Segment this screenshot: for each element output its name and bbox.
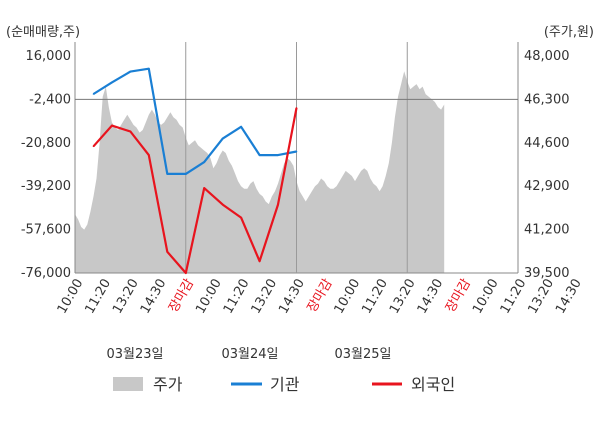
left-tick-label: -39,200: [21, 179, 71, 194]
x-tick-label: 13:20: [525, 277, 557, 317]
series-point-foreigner: [240, 216, 242, 219]
series-point-institution: [92, 93, 95, 95]
date-label: 03월24일: [221, 347, 278, 362]
legend-label-foreigner: 외국인: [411, 375, 455, 394]
right-tick-label: 42,900: [524, 179, 570, 194]
left-tick-label: -76,000: [21, 266, 71, 281]
series-point-foreigner: [185, 272, 187, 274]
x-tick-label: 13:20: [249, 277, 281, 317]
left-tick-label: -2,400: [29, 92, 71, 107]
series-point-institution: [277, 154, 279, 156]
left-tick-label: -20,800: [21, 136, 71, 151]
series-point-institution: [111, 81, 113, 84]
price-area: [75, 71, 445, 273]
right-tick-label: 39,500: [524, 266, 570, 281]
x-tick-label: 14:30: [553, 277, 585, 317]
series-point-foreigner: [129, 130, 132, 133]
x-tick-label: 10:00: [470, 277, 502, 317]
series-point-foreigner: [148, 154, 150, 156]
x-tick-label: 10:00: [55, 277, 87, 317]
date-label: 03월23일: [106, 347, 163, 362]
x-tick-label: 10:00: [193, 277, 225, 317]
series-point-foreigner: [111, 124, 113, 127]
date-label: 03월25일: [334, 347, 391, 362]
x-tick-label: 14:30: [415, 277, 447, 317]
x-tick-label: 11:20: [82, 277, 114, 317]
left-axis-unit: (순매매량,주): [6, 25, 80, 40]
right-tick-label: 46,300: [524, 92, 570, 107]
series-point-foreigner: [166, 251, 169, 253]
series-point-institution: [258, 154, 261, 156]
x-tick-label: 14:30: [276, 277, 308, 317]
series-point-institution: [185, 173, 187, 175]
x-tick-label: 13:20: [110, 277, 142, 317]
series-point-foreigner: [203, 187, 205, 189]
series-point-institution: [203, 161, 205, 163]
series-point-institution: [240, 126, 242, 128]
series-point-institution: [166, 173, 169, 175]
legend-swatch-price: [113, 377, 143, 391]
series-point-foreigner: [277, 203, 279, 206]
legend-label-institution: 기관: [270, 375, 300, 394]
x-tick-label: 11:20: [359, 277, 391, 317]
right-tick-label: 44,600: [524, 136, 570, 151]
series-point-foreigner: [92, 145, 95, 148]
x-tick-label: 14:30: [138, 277, 170, 317]
series-point-foreigner: [295, 107, 298, 109]
series-line-institution: [92, 67, 297, 175]
left-tick-label: -57,600: [21, 223, 71, 238]
series-point-institution: [148, 67, 150, 70]
series-point-institution: [129, 70, 132, 73]
x-tick-label: 10:00: [332, 277, 364, 317]
x-tick-label: 13:20: [387, 277, 419, 317]
right-tick-label: 41,200: [524, 223, 570, 238]
legend-label-price: 주가: [153, 375, 183, 394]
left-tick-label: 16,000: [26, 49, 72, 64]
x-tick-label: 11:20: [498, 277, 530, 317]
x-tick-label: 11:20: [221, 277, 253, 317]
right-axis-unit: (주가,원): [544, 25, 594, 40]
right-tick-label: 48,000: [524, 49, 570, 64]
series-point-foreigner: [221, 203, 224, 206]
series-point-institution: [221, 137, 224, 140]
series-point-foreigner: [258, 260, 261, 263]
series-line-foreigner: [92, 107, 298, 275]
series-point-institution: [295, 150, 298, 153]
